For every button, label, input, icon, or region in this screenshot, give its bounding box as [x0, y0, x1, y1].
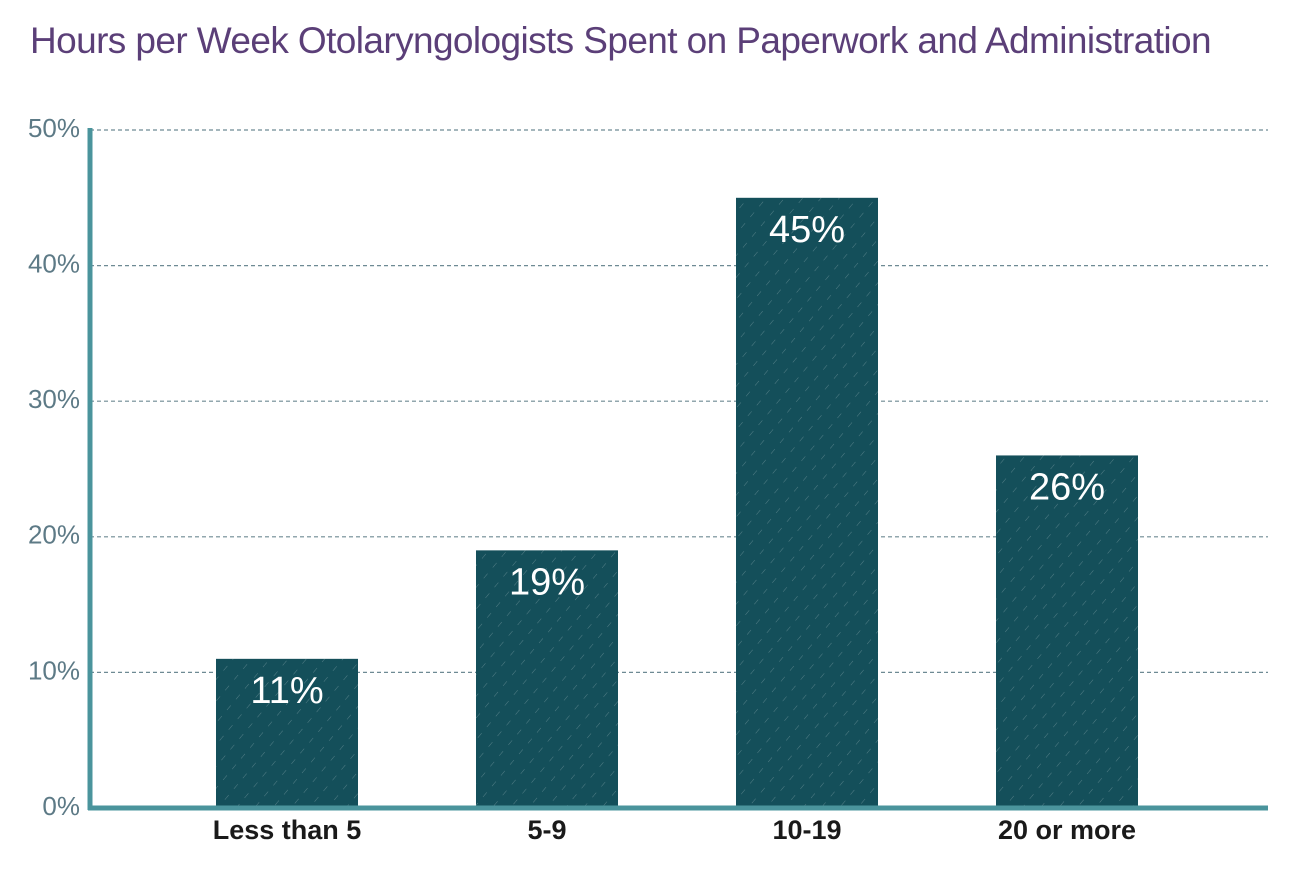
bar-texture: [476, 550, 618, 808]
bar-value-label: 26%: [1029, 466, 1105, 508]
y-tick-label: 50%: [28, 113, 80, 143]
bar-texture: [996, 455, 1138, 808]
labels: 0% 10% 20% 30% 40% 50% 11% Less than 5 19% 5-9 45%…: [28, 113, 1136, 845]
x-category-label: 5-9: [527, 815, 566, 845]
y-tick-label: 10%: [28, 655, 80, 685]
bar-value-label: 19%: [509, 561, 585, 603]
y-tick-label: 40%: [28, 248, 80, 278]
bars: [216, 197, 1138, 809]
bar-texture: [216, 658, 358, 808]
bar-value-label: 45%: [769, 209, 845, 251]
bar-texture: [736, 197, 878, 809]
y-tick-label: 0%: [42, 791, 80, 821]
y-tick-label: 30%: [28, 384, 80, 414]
chart-title: Hours per Week Otolaryngologists Spent o…: [30, 20, 1212, 61]
y-tick-label: 20%: [28, 520, 80, 550]
x-category-label: 10-19: [772, 815, 841, 845]
x-category-label: Less than 5: [213, 815, 362, 845]
x-category-label: 20 or more: [998, 815, 1136, 845]
bar-value-label: 11%: [250, 670, 323, 712]
axes: [87, 128, 1268, 811]
